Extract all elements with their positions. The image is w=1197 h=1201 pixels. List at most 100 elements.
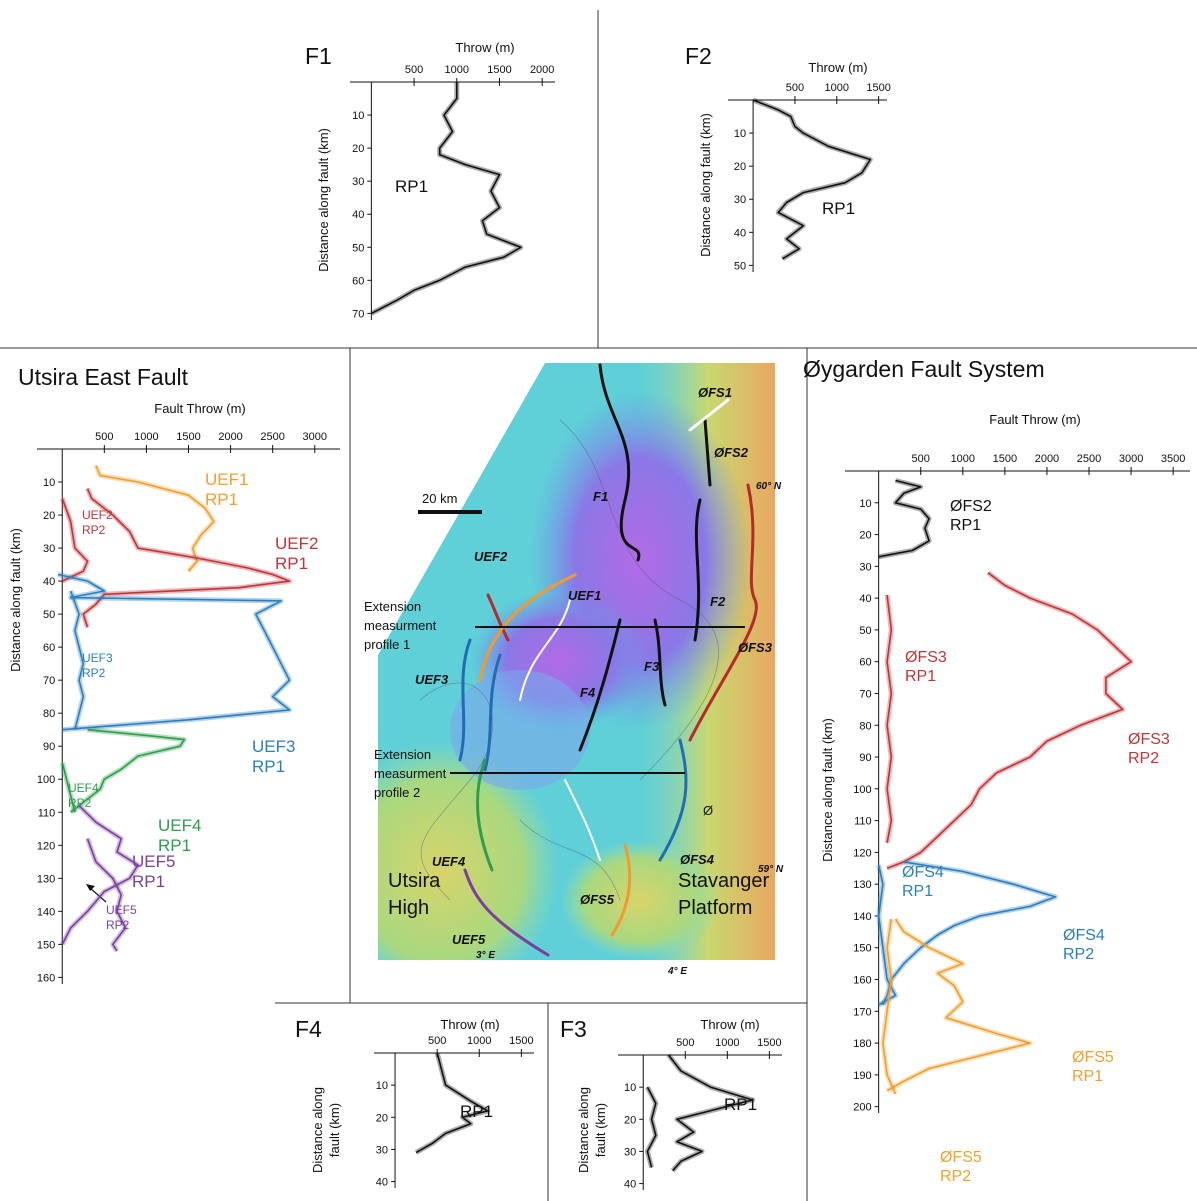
- y-tick-label: 20: [376, 1112, 388, 1124]
- map-label: ØFS2: [714, 445, 749, 460]
- x-tick-label: 3500: [1161, 453, 1185, 465]
- panel-title: F3: [560, 1016, 587, 1042]
- map-label: UEF4: [432, 854, 466, 869]
- y-tick-label: 70: [43, 675, 55, 687]
- series-label: ØFS4RP1: [902, 864, 944, 900]
- x-tick-label: 2000: [218, 431, 242, 443]
- y-tick-label: 130: [853, 879, 871, 891]
- map-label: UEF5: [452, 932, 486, 947]
- y-tick-label: 40: [734, 227, 746, 239]
- page: {"chart_data": [ {"type": "line", "title…: [0, 0, 1197, 1201]
- y-tick-label: 140: [37, 906, 55, 918]
- x-tick-label: 1500: [993, 453, 1017, 465]
- y-tick-label: 30: [376, 1144, 388, 1156]
- map-label: measurment: [374, 766, 447, 781]
- y-tick-label: 130: [37, 873, 55, 885]
- map-label: UEF1: [568, 588, 601, 603]
- series-label: UEF1RP1: [205, 470, 248, 509]
- panel-title: Øygarden Fault System: [803, 356, 1045, 382]
- x-tick-label: 1500: [757, 1037, 781, 1049]
- map-label: 60° N: [756, 481, 782, 492]
- panel: F4Throw (m)Distance alongfault (km)50010…: [295, 1016, 534, 1189]
- map-label: ØFS4: [680, 852, 715, 867]
- y-tick-label: 60: [859, 657, 871, 669]
- x-tick-label: 3000: [1119, 453, 1143, 465]
- x-tick-label: 2000: [1035, 453, 1059, 465]
- y-tick-label: 10: [624, 1082, 636, 1094]
- y-tick-label: 10: [352, 110, 364, 122]
- x-tick-label: 1000: [445, 64, 469, 76]
- map-label: Extension: [374, 747, 431, 762]
- map-label: 20 km: [422, 491, 457, 506]
- y-tick-label: 110: [38, 807, 56, 819]
- y-tick-label: 50: [43, 609, 55, 621]
- x-tick-label: 500: [786, 82, 804, 94]
- map-label: Extension: [364, 599, 421, 614]
- map-label: 3° E: [476, 950, 495, 961]
- x-tick-label: 2000: [530, 64, 554, 76]
- y-tick-label: 140: [853, 911, 871, 923]
- series-label: RP1: [822, 199, 855, 218]
- y-tick-label: 20: [859, 530, 871, 542]
- y-tick-label: 50: [734, 260, 746, 272]
- x-tick-label: 1500: [176, 431, 200, 443]
- x-tick-label: 500: [95, 431, 113, 443]
- y-tick-label: 10: [43, 477, 55, 489]
- map-label: Platform: [678, 897, 752, 919]
- throw-line: [887, 573, 1131, 869]
- series-label: RP1: [460, 1102, 493, 1121]
- y-tick-label: 200: [853, 1102, 871, 1114]
- map-label: Stavanger: [678, 870, 770, 892]
- y-tick-label: 70: [859, 688, 871, 700]
- x-tick-label: 500: [428, 1035, 446, 1047]
- x-tick-label: 3000: [303, 431, 327, 443]
- throw-band: [753, 100, 870, 259]
- y-tick-label: 30: [43, 543, 55, 555]
- y-tick-label: 30: [859, 561, 871, 573]
- y-tick-label: 60: [43, 642, 55, 654]
- series-label: ØFS5RP2: [940, 1149, 982, 1185]
- y-tick-label: 150: [37, 939, 55, 951]
- y-axis-title: Distance alongfault (km): [576, 1087, 608, 1173]
- series-label: UEF2RP2: [82, 508, 113, 537]
- map-label: F1: [593, 489, 608, 504]
- map-label: measurment: [364, 618, 437, 633]
- series-label: ØFS3RP1: [905, 649, 947, 685]
- map-label: F3: [644, 659, 660, 674]
- y-tick-label: 100: [853, 784, 871, 796]
- x-tick-label: 1500: [487, 64, 511, 76]
- map-label: 4° E: [667, 966, 687, 977]
- panel-title: F4: [295, 1016, 322, 1042]
- y-axis-title: Distance along fault (km): [698, 113, 713, 257]
- x-tick-label: 1000: [715, 1037, 739, 1049]
- map-label: F4: [580, 685, 596, 700]
- x-tick-label: 2500: [260, 431, 284, 443]
- x-axis-title: Fault Throw (m): [154, 401, 246, 416]
- x-tick-label: 1000: [951, 453, 975, 465]
- series-label: ØFS2RP1: [950, 498, 992, 534]
- x-tick-label: 500: [676, 1037, 694, 1049]
- y-tick-label: 10: [376, 1080, 388, 1092]
- x-tick-label: 500: [405, 64, 423, 76]
- y-tick-label: 10: [859, 498, 871, 510]
- y-tick-label: 30: [624, 1146, 636, 1158]
- map-label: Utsira: [388, 870, 441, 892]
- map-label: ØFS1: [698, 385, 732, 400]
- x-tick-label: 2500: [1077, 453, 1101, 465]
- map-label: UEF2: [474, 549, 508, 564]
- map-label: ØFS5: [580, 892, 615, 907]
- y-tick-label: 60: [352, 275, 364, 287]
- map-label: profile 1: [364, 637, 410, 652]
- x-tick-label: 1500: [509, 1035, 533, 1047]
- figure: ØFS1 ØFS2 60° N 20 km F1 UEF2 UEF1 F2 Ex…: [0, 0, 1197, 1201]
- map-label: High: [388, 897, 429, 919]
- map-label: profile 2: [374, 785, 420, 800]
- throw-line: [887, 919, 1030, 1091]
